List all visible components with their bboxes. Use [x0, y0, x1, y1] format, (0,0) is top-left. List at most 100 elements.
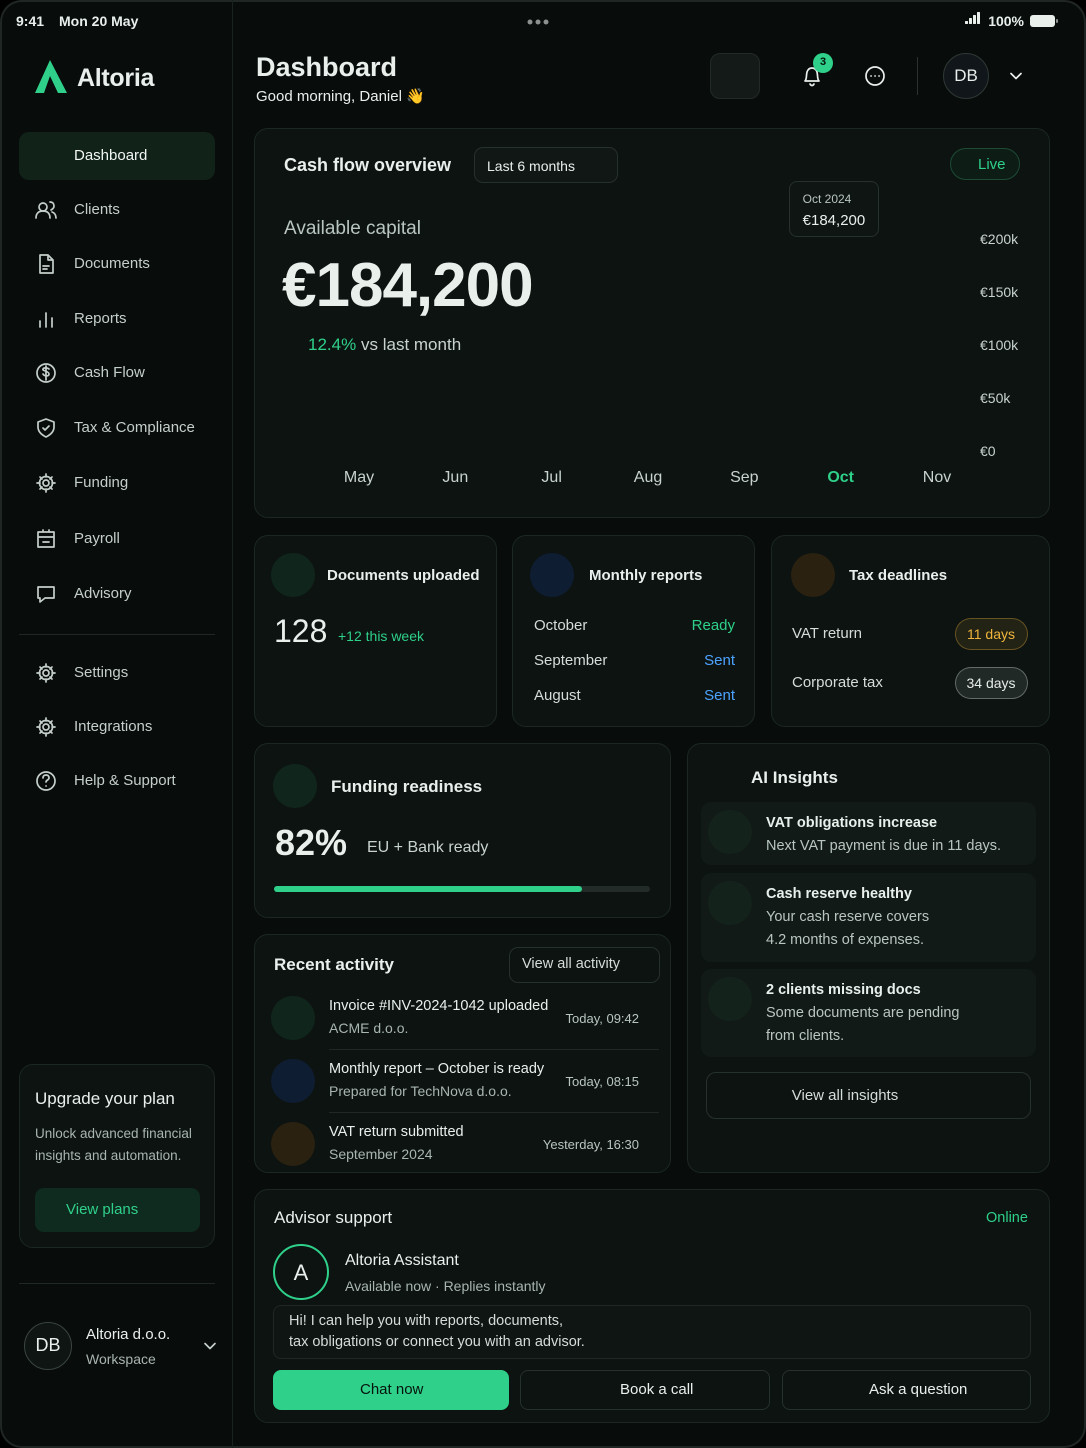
insight-text: from clients. — [766, 1028, 845, 1045]
assistant-avatar — [273, 1244, 329, 1300]
signal-bar — [973, 15, 976, 24]
header-divider — [917, 57, 918, 95]
messages-button[interactable] — [853, 54, 897, 98]
activity-separator — [329, 1112, 659, 1113]
icon-bg — [271, 1122, 315, 1166]
assistant-name: Altoria Assistant — [345, 1252, 459, 1270]
nav-label: Reports — [74, 310, 127, 327]
due-label: 11 days — [967, 625, 1015, 642]
activity-time: Yesterday, 16:30 — [542, 1137, 639, 1153]
card-title: AI Insights — [751, 767, 838, 787]
icon-bg — [271, 996, 315, 1040]
icon-bg — [271, 553, 315, 597]
action-button[interactable] — [782, 1370, 1031, 1410]
signal-bar — [965, 21, 968, 24]
funding-text: EU + Bank ready — [367, 839, 489, 857]
brand-logo — [35, 60, 67, 93]
user-menu[interactable] — [1003, 62, 1031, 90]
insight-text: Next VAT payment is due in 11 days. — [766, 838, 1002, 855]
due-label: 34 days — [966, 674, 1016, 691]
y-tick-label: €50k — [980, 389, 1011, 406]
due-pill — [955, 618, 1028, 650]
icon-bg — [271, 1059, 315, 1103]
status-date: Mon 20 May — [59, 12, 139, 29]
button-label: View all insights — [791, 1087, 899, 1104]
action-label: Ask a question — [869, 1381, 968, 1398]
x-tick-label: Sep — [730, 469, 759, 487]
insight-title: Cash reserve healthy — [766, 886, 912, 903]
workspace-switch[interactable] — [196, 1330, 224, 1360]
workspace-avatar — [24, 1322, 72, 1370]
card-title: Funding readiness — [331, 776, 483, 796]
recent-activity-card — [254, 934, 671, 1173]
battery-icon — [1030, 15, 1055, 27]
insight-title: 2 clients missing docs — [766, 982, 921, 999]
nav-label: Tax & Compliance — [74, 419, 195, 436]
workspace-initials: DB — [35, 1335, 61, 1356]
icon-bg — [708, 881, 752, 925]
upgrade-button-label: View plans — [66, 1201, 139, 1218]
workspace-label: Workspace — [86, 1350, 156, 1367]
card-title: Cash flow overview — [284, 155, 452, 176]
action-label: Chat now — [360, 1381, 424, 1398]
multitask-dot — [527, 19, 533, 25]
capital-amount: €184,200 — [282, 250, 534, 320]
search-button[interactable] — [710, 53, 760, 99]
activity-time: Today, 09:42 — [565, 1011, 639, 1027]
nav-label: Dashboard — [74, 147, 148, 164]
action-button[interactable] — [520, 1370, 770, 1410]
insight-item[interactable] — [701, 969, 1036, 1057]
documents-count: 128 — [274, 612, 328, 649]
insight-item[interactable] — [701, 802, 1036, 865]
cash-flow-card — [254, 128, 1050, 518]
insight-text: Some documents are pending — [766, 1005, 960, 1022]
nav-label: Cash Flow — [74, 364, 145, 381]
icon-bg — [708, 977, 752, 1021]
upgrade-button[interactable] — [35, 1188, 200, 1232]
view-all-activity[interactable] — [509, 947, 660, 983]
period-select[interactable] — [474, 147, 618, 183]
activity-subtitle: Prepared for TechNova d.o.o. — [329, 1082, 512, 1099]
upgrade-title: Upgrade your plan — [35, 1088, 175, 1108]
x-tick-label: Jul — [541, 469, 562, 487]
battery-tip — [1056, 19, 1058, 23]
tax-name: VAT return — [792, 625, 863, 642]
card-title: Advisor support — [274, 1207, 393, 1227]
view-all-insights[interactable] — [706, 1072, 1031, 1119]
nav-label: Documents — [74, 255, 150, 272]
capital-label: Available capital — [284, 217, 421, 239]
chart-tooltip — [788, 180, 879, 237]
signal-bar — [969, 18, 972, 24]
nav-label: Advisory — [74, 585, 132, 602]
x-tick-label: Aug — [633, 469, 663, 487]
assistant-availability: Available now · Replies instantly — [345, 1277, 546, 1294]
action-button[interactable] — [273, 1370, 509, 1410]
y-tick-label: €0 — [980, 442, 996, 459]
x-tick-label: Jun — [442, 469, 469, 487]
x-tick-label: Nov — [922, 469, 952, 487]
upgrade-text: insights and automation. — [35, 1147, 182, 1163]
live-label: Live — [978, 156, 1006, 173]
due-pill — [955, 667, 1028, 699]
message-box — [273, 1305, 1031, 1359]
funding-score: 82% — [275, 822, 348, 864]
report-month: September — [534, 652, 608, 669]
card-title: Tax deadlines — [849, 567, 948, 584]
report-status: Sent — [704, 652, 735, 669]
report-status: Sent — [704, 687, 735, 704]
insight-title: VAT obligations increase — [766, 815, 938, 832]
tooltip-date: Oct 2024 — [802, 191, 852, 206]
documents-change: +12 this week — [338, 627, 424, 644]
page-title: Dashboard — [256, 51, 398, 82]
tax-name: Corporate tax — [792, 674, 883, 691]
action-label: Book a call — [620, 1381, 694, 1398]
progress-fill — [274, 886, 583, 892]
y-tick-label: €150k — [980, 283, 1019, 300]
activity-title: VAT return submitted — [329, 1124, 464, 1141]
nav-label: Funding — [74, 474, 129, 491]
multitask-dot — [543, 19, 549, 25]
user-avatar[interactable] — [943, 53, 989, 99]
insight-item[interactable] — [701, 873, 1036, 962]
activity-title: Monthly report – October is ready — [329, 1061, 545, 1078]
